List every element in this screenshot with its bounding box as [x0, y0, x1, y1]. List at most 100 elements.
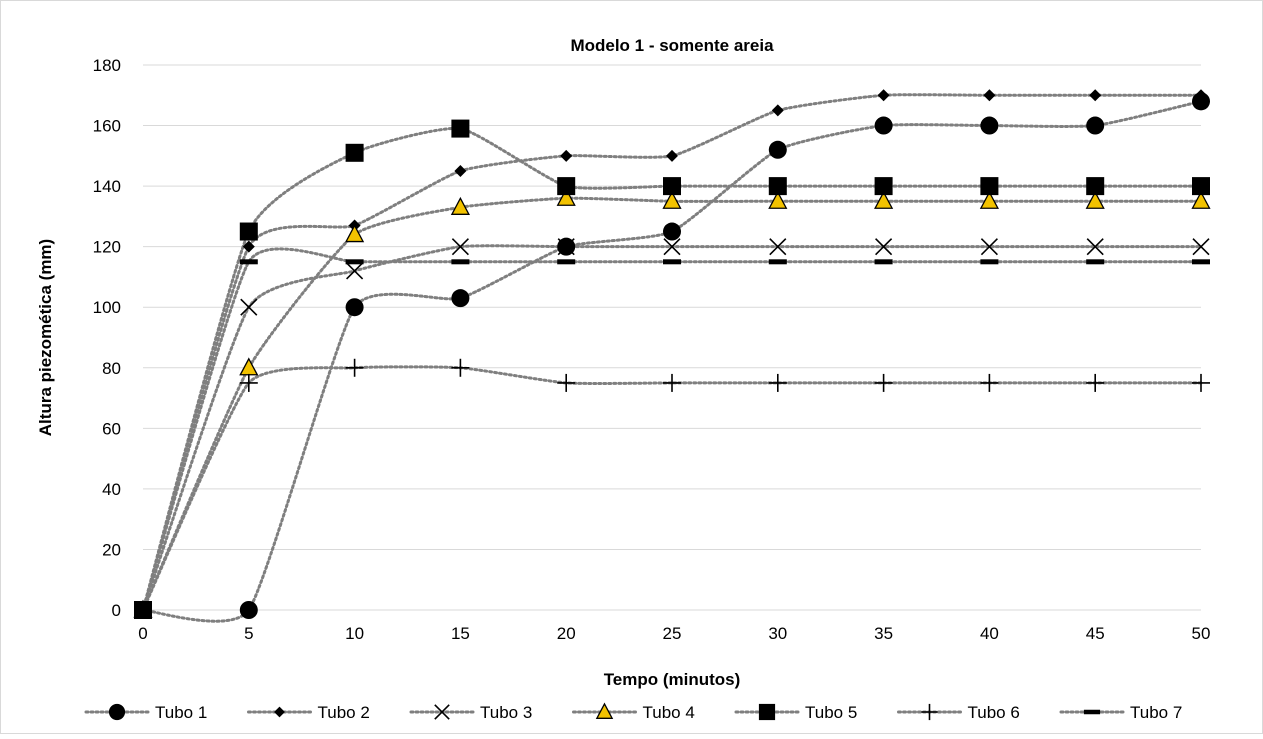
data-point [980, 238, 998, 256]
data-point [768, 373, 787, 392]
data-point [979, 190, 999, 209]
data-point [768, 190, 788, 209]
data-point [1192, 92, 1210, 111]
data-point [663, 238, 681, 256]
y-tick-label: 0 [112, 601, 121, 620]
data-point [980, 259, 999, 265]
data-point [239, 373, 258, 392]
legend-marker [434, 704, 450, 720]
y-axis-title: Altura piezomética (mm) [36, 239, 55, 436]
y-tick-label: 120 [93, 238, 121, 257]
data-point [134, 607, 152, 613]
legend-label: Tubo 5 [805, 703, 857, 722]
data-point [557, 177, 576, 196]
data-point [345, 259, 364, 265]
legend-marker [595, 702, 614, 719]
data-point [980, 177, 999, 196]
data-point [1086, 259, 1105, 265]
series-line-tubo-3 [141, 244, 1203, 612]
data-point [451, 259, 470, 265]
data-point [560, 149, 573, 162]
legend-label: Tubo 4 [643, 703, 695, 722]
data-point [450, 196, 470, 215]
y-tick-label: 20 [102, 540, 121, 559]
x-tick-label: 15 [451, 624, 470, 643]
x-tick-label: 10 [345, 624, 364, 643]
data-point [454, 164, 467, 177]
x-tick-label: 45 [1086, 624, 1105, 643]
data-point [240, 298, 258, 316]
x-tick-label: 50 [1192, 624, 1211, 643]
data-point [345, 143, 364, 162]
data-point [556, 187, 576, 206]
legend-marker [274, 706, 285, 718]
data-point [239, 601, 258, 619]
chart-title: Modelo 1 - somente areia [570, 36, 774, 55]
legend-label: Tubo 1 [155, 703, 207, 722]
data-point [1085, 190, 1105, 209]
legend-item: Tubo 7 [1059, 703, 1182, 722]
data-point [874, 373, 893, 392]
x-axis-title: Tempo (minutos) [604, 670, 741, 689]
data-point [663, 222, 681, 241]
series-line-tubo-6 [141, 365, 1203, 612]
y-tick-label: 180 [93, 56, 121, 75]
legend-label: Tubo 6 [968, 703, 1020, 722]
data-point [875, 238, 893, 256]
legend-label: Tubo 3 [480, 703, 532, 722]
data-point [983, 89, 996, 102]
data-point [662, 190, 682, 209]
data-point [874, 116, 893, 135]
data-point [877, 89, 890, 102]
data-point [557, 259, 576, 265]
data-point [557, 238, 575, 256]
data-point [239, 259, 258, 265]
y-tick-label: 60 [102, 419, 121, 438]
data-point [769, 238, 787, 256]
legend-item: Tubo 4 [572, 702, 695, 722]
data-point [980, 373, 999, 392]
y-tick-label: 100 [93, 298, 121, 317]
data-point [451, 289, 470, 308]
legend: Tubo 1 Tubo 2 Tubo 3 Tubo 4 Tubo 5 Tubo 6 Tubo… [84, 702, 1182, 722]
data-point [771, 104, 784, 117]
data-point [451, 238, 469, 256]
data-point [874, 177, 893, 196]
data-point [1086, 116, 1105, 135]
y-tick-labels: 0 20 40 60 80 100 120 140 160 180 [93, 56, 121, 620]
data-point [666, 149, 678, 162]
data-point [242, 240, 255, 253]
data-point [239, 222, 258, 241]
data-point [663, 259, 681, 265]
legend-item: Tubo 2 [247, 703, 370, 722]
data-point [1089, 89, 1102, 102]
data-point [663, 177, 681, 196]
data-point [451, 119, 470, 138]
data-point [1191, 190, 1211, 209]
legend-item: Tubo 3 [409, 703, 532, 722]
data-point [557, 373, 576, 392]
x-tick-label: 40 [980, 624, 999, 643]
data-point [346, 262, 364, 280]
data-point [768, 177, 787, 196]
x-tick-label: 30 [768, 624, 787, 643]
data-point [345, 358, 364, 377]
legend-item: Tubo 6 [897, 703, 1020, 722]
data-point [1192, 373, 1210, 392]
series-markers [133, 89, 1211, 619]
data-point [451, 358, 470, 377]
data-point [1192, 177, 1210, 196]
data-point [1192, 259, 1210, 265]
x-tick-labels: 0 5 10 15 20 25 30 35 40 45 50 [138, 624, 1210, 643]
x-tick-label: 35 [874, 624, 893, 643]
data-point [345, 298, 364, 317]
legend-item: Tubo 1 [84, 703, 207, 722]
series-markers-tubo-3 [134, 238, 1210, 619]
legend-marker [758, 703, 776, 721]
y-tick-label: 160 [93, 117, 121, 136]
data-point [663, 373, 681, 392]
y-tick-label: 80 [102, 359, 121, 378]
